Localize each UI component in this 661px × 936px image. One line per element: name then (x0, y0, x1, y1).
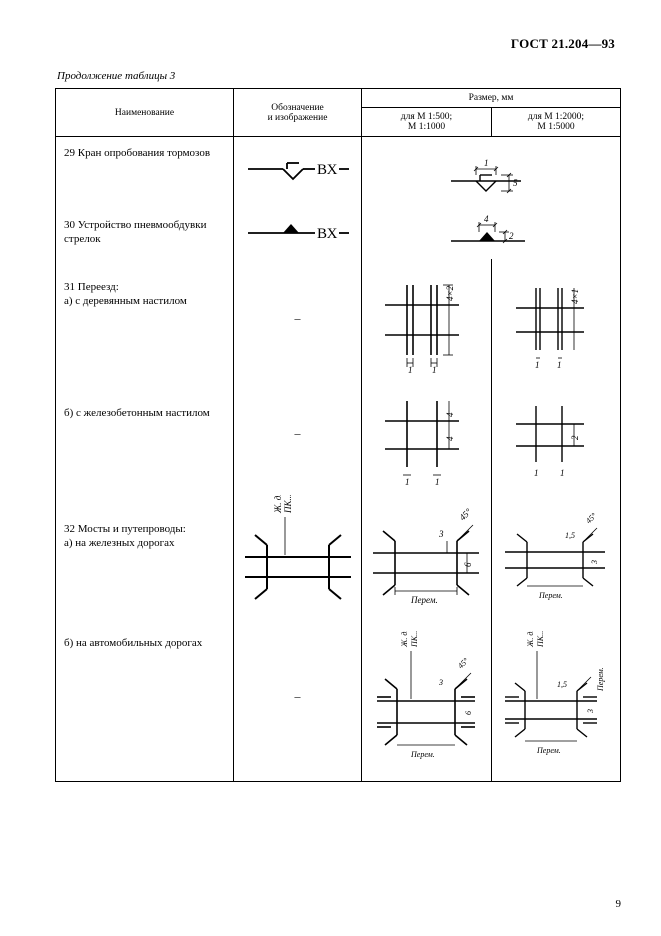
page-number: 9 (616, 898, 622, 910)
